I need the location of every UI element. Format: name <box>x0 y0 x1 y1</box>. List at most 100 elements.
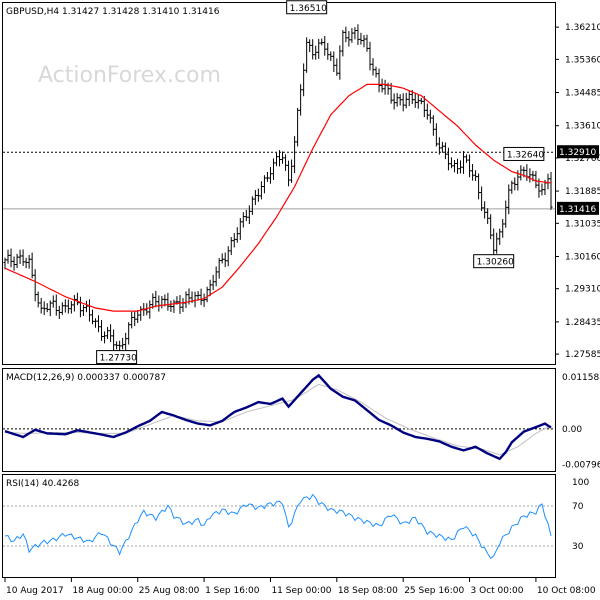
ohlc-bar <box>513 177 517 191</box>
ohlc-bar <box>57 305 61 319</box>
time-axis: 10 Aug 2017 18 Aug 00:00 25 Aug 08:00 1 Sep… <box>4 577 596 596</box>
price-tick-label: 1.32760 <box>565 154 600 164</box>
macd-panel <box>2 368 556 472</box>
ohlc-bar <box>540 183 544 196</box>
ohlc-bar <box>311 39 315 60</box>
rsi-tick-label: 70 <box>572 502 584 512</box>
ohlc-bar <box>256 188 260 202</box>
ohlc-bar <box>314 45 318 60</box>
price-tick-label: 1.36210 <box>565 23 600 33</box>
ohlc-bar <box>45 303 49 313</box>
ohlc-bar <box>449 157 454 169</box>
main-panel <box>2 2 556 365</box>
ohlc-bar <box>160 296 164 309</box>
moving-average-line <box>4 83 552 312</box>
ohlc-bar <box>81 304 86 316</box>
ohlc-bar <box>350 28 354 43</box>
price-axis: 1.36210 1.35360 1.34485 1.33610 1.32760 1.318… <box>555 23 600 360</box>
ohlc-bar <box>483 201 487 219</box>
rsi-header: RSI(14) 40.4268 <box>6 479 79 489</box>
ohlc-bar <box>184 291 188 309</box>
ohlc-bar <box>115 341 119 350</box>
ohlc-bar <box>510 180 514 194</box>
ohlc-bar <box>305 37 309 73</box>
ohlc-bar <box>262 175 267 194</box>
ohlc-bar <box>78 296 83 318</box>
ohlc-bar <box>232 233 236 248</box>
price-tick-label: 1.33610 <box>565 122 600 132</box>
ohlc-bar <box>250 196 254 215</box>
price-annotation-box <box>96 350 138 365</box>
ohlc-bar <box>145 303 149 316</box>
ohlc-bar <box>461 151 466 174</box>
ohlc-bar <box>368 41 372 71</box>
price-annotation-label: 1.27730 <box>100 354 137 364</box>
ohlc-bar <box>172 299 176 314</box>
ohlc-bar <box>60 302 64 315</box>
time-tick-label: 10 Oct 08:00 <box>537 586 596 596</box>
macd-signal-line <box>4 383 552 456</box>
ohlc-bar <box>241 212 245 228</box>
price-annotation-label: 1.30260 <box>477 258 514 268</box>
ohlc-bar <box>458 160 463 174</box>
rsi-panel <box>2 474 556 578</box>
ohlc-bar <box>148 300 152 319</box>
ohlc-bar <box>238 218 242 240</box>
ohlc-bar <box>428 109 432 124</box>
ohlc-bar <box>452 160 457 173</box>
ohlc-bar <box>413 92 417 108</box>
ohlc-bar <box>15 253 19 268</box>
current-price-label: 1.31416 <box>559 205 596 215</box>
ohlc-bar <box>99 320 104 341</box>
ohlc-bar <box>338 45 342 80</box>
price-tick-label: 1.30160 <box>565 252 600 262</box>
rsi-axis: 100 70 30 <box>572 478 589 552</box>
ohlc-bar <box>202 293 206 307</box>
ohlc-bar <box>259 181 264 200</box>
ohlc-bar <box>507 184 511 215</box>
ohlc-bar <box>359 32 363 45</box>
ohlc-bar <box>332 51 336 72</box>
ohlc-bar <box>383 79 387 95</box>
ohlc-bar <box>371 58 375 76</box>
ohlc-bar <box>320 38 324 46</box>
time-tick-label: 18 Aug 00:00 <box>72 586 133 596</box>
rsi-line <box>4 493 552 560</box>
ohlc-bar <box>528 168 532 183</box>
ohlc-bar <box>286 160 291 187</box>
rsi-tick-label: 100 <box>572 478 589 488</box>
price-plot: 1.32910 1.31416 1.36510 1.32640 1.30260 1.277… <box>3 0 599 365</box>
ohlc-bar <box>226 246 230 267</box>
ohlc-bar <box>229 237 233 256</box>
ohlc-bar <box>21 249 25 266</box>
ohlc-bar <box>121 337 125 350</box>
time-tick-label: 1 Sep 16:00 <box>205 586 260 596</box>
ohlc-bar <box>133 310 137 327</box>
ohlc-bar <box>470 163 475 181</box>
ohlc-bar <box>217 257 221 279</box>
ohlc-bar <box>344 26 348 43</box>
ohlc-bar <box>407 90 411 107</box>
ohlc-bar <box>166 292 170 311</box>
ohlc-bar <box>178 295 182 314</box>
ohlc-bar <box>51 295 55 308</box>
ohlc-bar <box>389 82 393 104</box>
ohlc-bar <box>253 190 257 206</box>
price-annotation-box <box>473 254 515 269</box>
price-tick-label: 1.28435 <box>565 318 600 328</box>
ohlc-bar <box>3 257 7 270</box>
ohlc-bar <box>196 291 200 301</box>
ohlc-bar <box>443 142 448 160</box>
ohlc-bar <box>455 158 460 174</box>
ohlc-bar <box>477 173 481 200</box>
price-tick-label: 1.27585 <box>565 350 600 360</box>
ohlc-bar <box>274 152 279 167</box>
price-tick-label: 1.31885 <box>565 187 600 197</box>
ohlc-bar <box>48 300 52 317</box>
ohlc-bar <box>380 78 384 93</box>
ohlc-bar <box>163 294 167 307</box>
ohlc-bar <box>280 151 285 164</box>
ohlc-bar <box>317 38 321 59</box>
ohlc-bar <box>495 232 499 254</box>
resistance-label-box <box>557 145 599 159</box>
